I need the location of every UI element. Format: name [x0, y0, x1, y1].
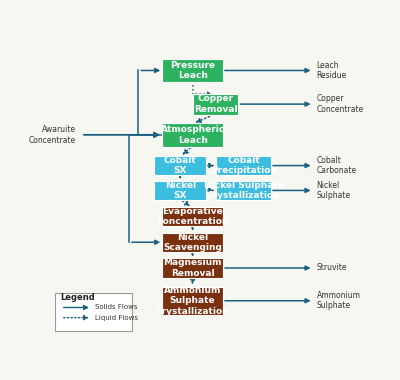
FancyBboxPatch shape [162, 59, 223, 82]
Text: Copper
Concentrate: Copper Concentrate [317, 94, 364, 114]
Text: Cobalt
SX: Cobalt SX [164, 156, 196, 175]
FancyBboxPatch shape [162, 258, 223, 278]
Text: Leach
Residue: Leach Residue [317, 61, 347, 80]
Text: Legend: Legend [60, 293, 95, 302]
FancyBboxPatch shape [193, 94, 238, 114]
Text: Cobalt
Precipitation: Cobalt Precipitation [211, 156, 277, 175]
Text: Cobalt
Carbonate: Cobalt Carbonate [317, 156, 357, 175]
Text: Ammonium
Sulphate
Crystallization: Ammonium Sulphate Crystallization [156, 286, 230, 316]
FancyBboxPatch shape [162, 207, 223, 226]
Text: Copper
Removal: Copper Removal [194, 94, 238, 114]
Text: Liquid Flows: Liquid Flows [95, 315, 138, 321]
FancyBboxPatch shape [162, 233, 223, 252]
Text: Awaruite
Concentrate: Awaruite Concentrate [29, 125, 76, 144]
Text: Pressure
Leach: Pressure Leach [170, 61, 215, 80]
Text: Struvite: Struvite [317, 263, 347, 272]
Text: Nickel
Scavenging: Nickel Scavenging [163, 233, 222, 252]
FancyBboxPatch shape [162, 287, 223, 315]
FancyBboxPatch shape [162, 123, 223, 147]
FancyBboxPatch shape [55, 293, 132, 331]
Text: Nickel
SX: Nickel SX [165, 181, 196, 200]
Text: Magnesium
Removal: Magnesium Removal [163, 258, 222, 278]
Text: Solids Flows: Solids Flows [95, 304, 138, 310]
FancyBboxPatch shape [154, 181, 206, 200]
Text: Atmospheric
Leach: Atmospheric Leach [160, 125, 225, 144]
FancyBboxPatch shape [216, 156, 271, 175]
FancyBboxPatch shape [154, 156, 206, 175]
Text: Evaporative
Concentration: Evaporative Concentration [156, 207, 229, 226]
Text: Nickel
Sulphate: Nickel Sulphate [317, 181, 351, 200]
Text: Nickel Sulphate
Crystallization: Nickel Sulphate Crystallization [204, 181, 284, 200]
FancyBboxPatch shape [216, 181, 271, 200]
Text: Ammonium
Sulphate: Ammonium Sulphate [317, 291, 361, 310]
